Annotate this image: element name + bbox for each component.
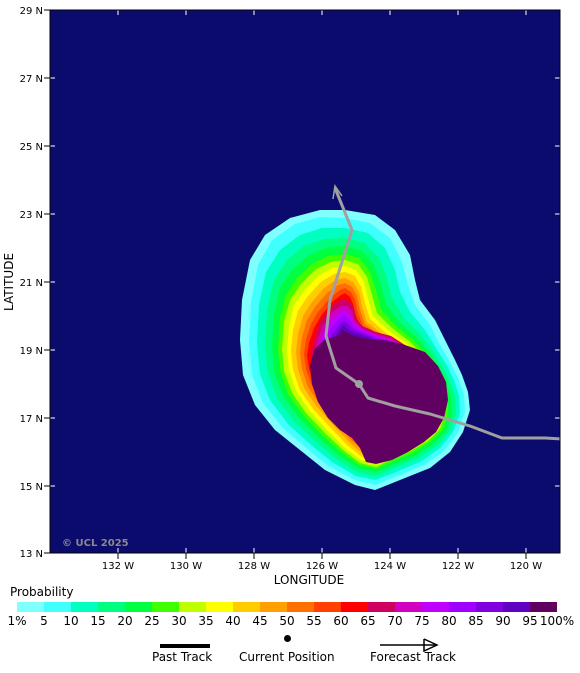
legend-tick-label: 5 [40,614,48,628]
legend-swatch [476,602,503,612]
lat-label: 13 N [20,549,43,560]
lat-label: 25 N [20,142,43,153]
legend-tick-label: 80 [441,614,457,628]
past-track-label: Past Track [152,650,213,664]
legend-swatch [341,602,368,612]
forecast-track-swatch [380,638,439,652]
legend-tick-label: 30 [171,614,187,628]
legend-ticks: 1% 5 10 15 20 25 30 35 40 45 50 55 60 65 70 75 80 85 90 95 1… [0,614,580,630]
legend-tick-label: 90 [495,614,511,628]
legend-swatch [71,602,98,612]
legend-tick-label: 85 [468,614,484,628]
lon-label: 124 W [374,561,406,572]
lat-label: 17 N [20,414,43,425]
forecast-arrowhead [332,184,343,200]
lat-label: 19 N [20,346,43,357]
lat-label: 27 N [20,74,43,85]
legend-tick-label: 60 [333,614,349,628]
axis-ticks [44,9,527,559]
legend-swatch [98,602,125,612]
legend-tick-label: 100% [539,614,575,628]
x-axis-title: LONGITUDE [274,573,344,585]
legend-tick-label: 50 [279,614,295,628]
lat-label: 15 N [20,482,43,493]
legend-tick-label: 75 [414,614,430,628]
legend-tick-label: 15 [90,614,106,628]
legend-tick-label: 10 [63,614,79,628]
latitude-labels: 29 N 27 N 25 N 23 N 21 N 19 N 17 N 15 N … [20,6,43,560]
lon-label: 132 W [102,561,134,572]
inner-ticks [50,10,560,553]
current-position-marker [355,380,363,388]
current-position-label: Current Position [239,650,335,664]
probability-legend: Probability 1% 5 10 15 20 25 30 35 40 45 50 55 60 65 7… [0,585,580,673]
prob-core [310,335,448,464]
legend-swatch [233,602,260,612]
lon-label: 126 W [306,561,338,572]
current-position-swatch [284,635,291,642]
legend-title: Probability [10,585,74,599]
lon-label: 122 W [442,561,474,572]
past-track-key: Past Track [150,630,230,670]
legend-tick-label: 40 [225,614,241,628]
legend-tick-label: 25 [144,614,160,628]
legend-swatch [314,602,341,612]
legend-swatch [530,602,557,612]
legend-tick-label: 35 [198,614,214,628]
current-position-key: Current Position [237,630,347,670]
lat-label: 29 N [20,6,43,17]
forecast-track-key: Forecast Track [368,630,468,670]
legend-swatch [125,602,152,612]
legend-tick-label: 1% [7,614,27,628]
legend-swatch [206,602,233,612]
legend-tick-label: 65 [360,614,376,628]
legend-tick-label: 45 [252,614,268,628]
longitude-labels: 132 W 130 W 128 W 126 W 124 W 122 W 120 … [102,561,542,572]
legend-tick-label: 20 [117,614,133,628]
map-frame [49,9,561,554]
legend-swatch [179,602,206,612]
legend-tick-label: 55 [306,614,322,628]
legend-tick-label: 95 [522,614,538,628]
lat-label: 21 N [20,278,43,289]
past-track-swatch [160,644,210,648]
legend-swatch [422,602,449,612]
legend-swatch [368,602,395,612]
legend-swatch [503,602,530,612]
forecast-track-line [324,187,560,441]
copyright-text: © UCL 2025 [62,538,129,549]
legend-swatch [17,602,44,612]
legend-tick-label: 70 [387,614,403,628]
probability-field [240,210,470,490]
lon-label: 128 W [238,561,270,572]
forecast-track-label: Forecast Track [370,650,456,664]
legend-colorbar [17,602,557,612]
legend-swatch [395,602,422,612]
legend-swatch [260,602,287,612]
lat-label: 23 N [20,210,43,221]
lon-label: 130 W [170,561,202,572]
legend-swatch [449,602,476,612]
legend-swatch [287,602,314,612]
lon-label: 120 W [510,561,542,572]
y-axis-title: LATITUDE [2,253,16,311]
legend-swatch [44,602,71,612]
probability-map: 29 N 27 N 25 N 23 N 21 N 19 N 17 N 15 N … [2,6,561,585]
legend-swatch [152,602,179,612]
